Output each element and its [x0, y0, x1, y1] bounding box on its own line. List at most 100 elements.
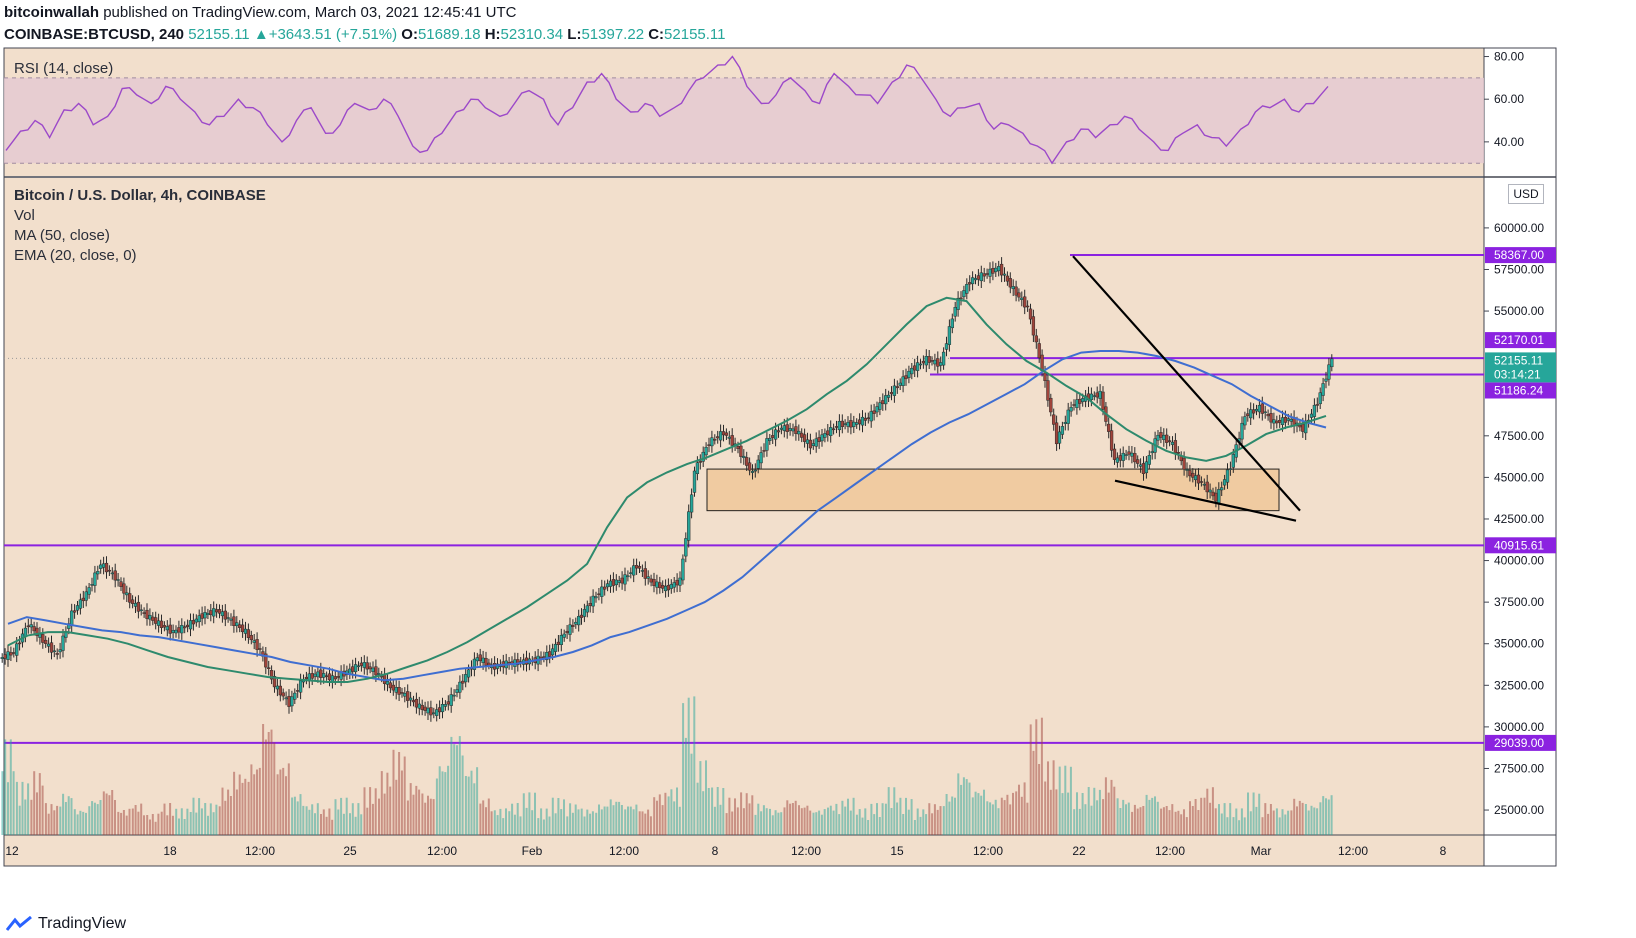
downtrend-line[interactable] [1072, 255, 1301, 512]
candle-body [640, 570, 645, 572]
volume-bar [902, 814, 905, 835]
candle-body [397, 687, 401, 695]
rsi-line[interactable] [5, 55, 1329, 165]
volume-bar [551, 797, 554, 835]
price-label-box [1485, 352, 1556, 383]
candle-body [440, 704, 445, 713]
volume-bar [1218, 804, 1220, 835]
volume-bar [238, 774, 241, 835]
candle-body [87, 587, 91, 595]
candle-body [154, 617, 158, 624]
candle-body [695, 462, 700, 474]
volume-bar [406, 800, 409, 835]
candle-body [718, 431, 723, 441]
legend-ema[interactable]: EMA (20, close, 0) [14, 247, 137, 264]
volume-bar [120, 812, 123, 835]
candle-body [75, 605, 80, 611]
volume-bar [1081, 793, 1084, 835]
candle-body [246, 629, 251, 638]
volume-bar [270, 729, 273, 835]
candle-body [742, 455, 746, 458]
volume-bar [1211, 787, 1214, 835]
price-label: 40915.61 [1494, 538, 1544, 552]
volume-bar [1194, 799, 1197, 835]
volume-bar [678, 806, 681, 835]
volume-bar [305, 806, 308, 835]
price-tick-label: 42500.00 [1494, 512, 1544, 526]
volume-bar [1168, 810, 1171, 835]
volume-bar [7, 782, 9, 835]
candle-body [406, 691, 410, 701]
candle-body [252, 640, 256, 643]
author[interactable]: bitcoinwallah [4, 4, 100, 21]
candle-body [437, 707, 442, 713]
volume-bar [922, 809, 925, 835]
candle-body [985, 273, 989, 275]
price-tick-label: 60000.00 [1494, 221, 1544, 235]
ema20-line[interactable] [7, 296, 1327, 683]
candle-body [1075, 399, 1079, 408]
volume-bar [392, 749, 395, 835]
candle-body [41, 634, 45, 643]
volume-bar [1258, 793, 1261, 835]
falling-wedge-line[interactable] [1114, 479, 1297, 522]
volume-bar [1281, 809, 1284, 835]
candle-body [959, 297, 963, 300]
volume-bar [1133, 804, 1136, 835]
volume-bar [548, 816, 551, 835]
volume-bar [916, 808, 919, 835]
currency-button[interactable]: USD [1508, 184, 1544, 204]
volume-bar [1145, 794, 1148, 835]
main-title[interactable]: Bitcoin / U.S. Dollar, 4h, COINBASE [14, 187, 266, 204]
candle-body [133, 603, 138, 607]
candle-body [910, 367, 914, 375]
candle-body [970, 277, 975, 285]
volume-bar [769, 808, 771, 835]
volume-bar [864, 808, 867, 835]
volume-bar [1127, 802, 1130, 835]
volume-bar [328, 808, 331, 835]
volume-bar [1142, 806, 1145, 835]
volume-bar [349, 813, 351, 835]
volume-bar [997, 808, 1000, 835]
candle-body [907, 370, 911, 378]
rsi-legend[interactable]: RSI (14, close) [14, 60, 114, 77]
volume-bar [171, 815, 174, 835]
candle-body [203, 612, 207, 619]
candle-body [464, 674, 468, 683]
legend-ma[interactable]: MA (50, close) [14, 227, 110, 244]
volume-bar [705, 760, 707, 835]
volume-bar [948, 801, 951, 835]
candle-body [918, 363, 923, 366]
candle-body [779, 427, 784, 430]
ma50-line[interactable] [7, 350, 1327, 682]
candle-body [156, 620, 161, 626]
candle-body [800, 432, 804, 438]
volume-bar [258, 767, 261, 835]
candle-body [1275, 420, 1279, 424]
candle-body [672, 582, 676, 588]
candle-body [1246, 413, 1250, 417]
volume-bar [337, 809, 340, 835]
legend-vol[interactable]: Vol [14, 207, 35, 224]
volume-bar [557, 798, 560, 835]
candle-body [999, 263, 1004, 276]
symbol-label[interactable]: COINBASE:BTCUSD, 240 [4, 26, 185, 43]
support-zone[interactable] [706, 468, 1280, 512]
candle-body [333, 676, 337, 680]
candle-body [281, 692, 285, 697]
candle-body [956, 297, 960, 310]
candle-body [238, 624, 242, 628]
volume-bar [412, 794, 415, 835]
volume-bar [482, 800, 485, 835]
candle-body [1301, 424, 1305, 432]
volume-bar [178, 818, 180, 835]
candle-body [1057, 431, 1062, 444]
volume-bar [241, 782, 244, 835]
candle-body [1060, 426, 1065, 435]
volume-bar [1255, 806, 1258, 835]
volume-bar [1040, 717, 1043, 835]
candle-body [710, 437, 714, 447]
volume-bar [235, 789, 238, 835]
